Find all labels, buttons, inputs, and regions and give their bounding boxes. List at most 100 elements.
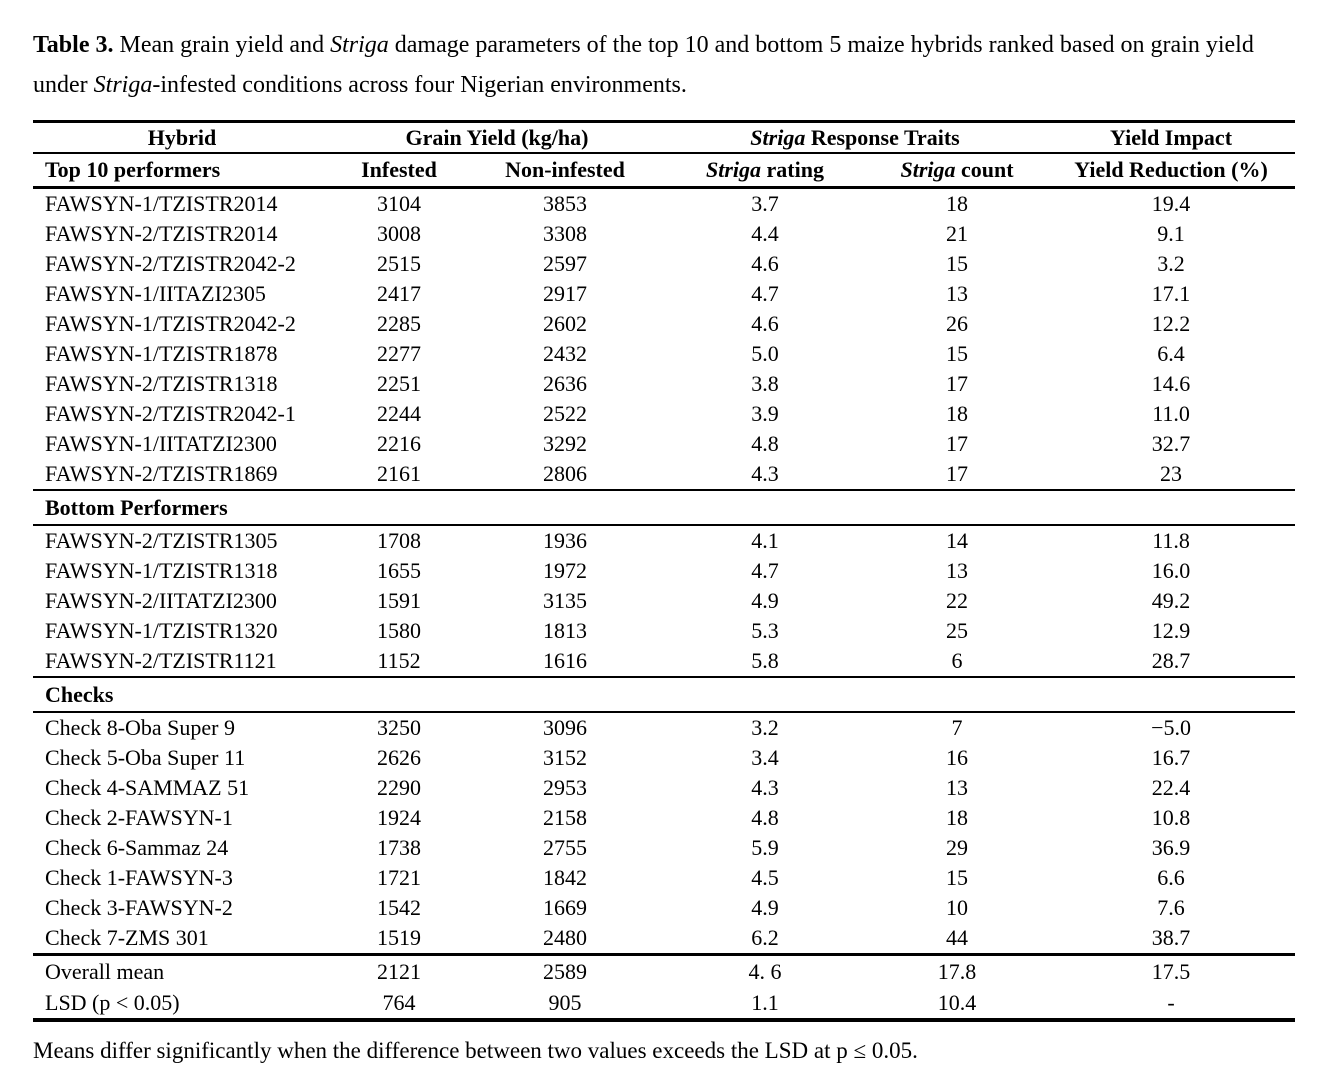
value-cell: 2515 xyxy=(377,251,421,276)
value-cell: 15 xyxy=(946,251,969,276)
value-cell: 2417 xyxy=(377,281,421,306)
value-cell: 6 xyxy=(951,648,963,673)
header-grain-yield: Grain Yield (kg/ha) xyxy=(331,121,664,154)
value-cell: 1519 xyxy=(377,925,421,950)
value-cell: 49.2 xyxy=(1151,588,1191,613)
value-cell: 1655 xyxy=(377,558,421,583)
table-row: FAWSYN-1/IITATZI2300 2216 3292 4.8 17 32.7 xyxy=(33,429,1295,459)
value-cell: 7.6 xyxy=(1157,895,1185,920)
hybrid-name: FAWSYN-2/IITATZI2300 xyxy=(45,588,277,613)
section-row: Bottom Performers xyxy=(33,489,1296,526)
value-cell: 17 xyxy=(946,431,969,456)
value-cell: 4.8 xyxy=(751,431,779,456)
value-cell: 3.7 xyxy=(751,191,779,216)
subheader-striga-count-rest: count xyxy=(955,157,1014,182)
value-cell: 18 xyxy=(946,191,969,216)
table-row: Check 1-FAWSYN-3 1721 1842 4.5 15 6.6 xyxy=(33,863,1295,893)
table-row: FAWSYN-2/TZISTR2042-2 2515 2597 4.6 15 3.2 xyxy=(33,249,1295,279)
value-cell: 4.5 xyxy=(751,865,779,890)
hybrid-name: Check 7-ZMS 301 xyxy=(45,925,209,950)
hybrid-name: Check 1-FAWSYN-3 xyxy=(45,865,233,890)
value-cell: 6.4 xyxy=(1157,341,1185,366)
value-cell: 1580 xyxy=(377,618,421,643)
table-row: FAWSYN-1/TZISTR1320 1580 1813 5.3 25 12.9 xyxy=(33,616,1295,646)
summary-value: 17.5 xyxy=(1047,953,1296,987)
hybrid-name: FAWSYN-1/TZISTR2042-2 xyxy=(45,311,296,336)
hybrid-name: Check 3-FAWSYN-2 xyxy=(45,895,233,920)
value-cell: 38.7 xyxy=(1151,925,1191,950)
value-cell: 17 xyxy=(946,461,969,486)
title-segment: Striga xyxy=(330,32,389,58)
value-cell: 1708 xyxy=(377,528,421,553)
value-cell: 1972 xyxy=(543,558,587,583)
table-summary: Overall mean 2121 2589 4. 6 17.8 17.5 LSD (p <… xyxy=(33,953,1296,1021)
value-cell: 10.8 xyxy=(1151,805,1191,830)
value-cell: 2244 xyxy=(377,401,421,426)
value-cell: 5.8 xyxy=(751,648,779,673)
section-label: Bottom Performers xyxy=(33,489,1296,526)
value-cell: 5.0 xyxy=(751,341,779,366)
value-cell: 4.7 xyxy=(751,558,779,583)
value-cell: 6.2 xyxy=(751,925,779,950)
value-cell: 3.2 xyxy=(1157,251,1185,276)
value-cell: 2161 xyxy=(377,461,421,486)
subheader-infested: Infested xyxy=(331,153,467,189)
value-cell: 17 xyxy=(946,371,969,396)
value-cell: 1738 xyxy=(377,835,421,860)
value-cell: 2290 xyxy=(377,775,421,800)
value-cell: 3853 xyxy=(543,191,587,216)
value-cell: 2636 xyxy=(543,371,587,396)
header-hybrid: Hybrid xyxy=(33,121,331,154)
table-row: FAWSYN-2/TZISTR1305 1708 1936 4.1 14 11.8 xyxy=(33,525,1295,556)
subheader-infested-label: Infested xyxy=(361,157,437,182)
value-cell: 36.9 xyxy=(1151,835,1191,860)
hybrid-name: FAWSYN-2/TZISTR2042-2 xyxy=(45,251,296,276)
subheader-striga-count-italic: Striga xyxy=(900,157,956,182)
table-body: FAWSYN-1/TZISTR2014 3104 3853 3.7 18 19.4 FAWS… xyxy=(33,188,1296,955)
value-cell: 28.7 xyxy=(1151,648,1191,673)
summary-row: Overall mean 2121 2589 4. 6 17.8 17.5 xyxy=(33,953,1296,987)
hybrid-name: FAWSYN-1/TZISTR1318 xyxy=(45,558,278,583)
header-yield-impact: Yield Impact xyxy=(1047,121,1296,154)
value-cell: 21 xyxy=(946,221,969,246)
header-striga-italic: Striga xyxy=(750,124,806,150)
value-cell: 44 xyxy=(946,925,969,950)
value-cell: 1721 xyxy=(377,865,421,890)
hybrid-name: Check 5-Oba Super 11 xyxy=(45,745,246,770)
value-cell: 4.9 xyxy=(751,588,779,613)
value-cell: 16.0 xyxy=(1151,558,1191,583)
value-cell: 2602 xyxy=(543,311,587,336)
table-row: FAWSYN-1/TZISTR1318 1655 1972 4.7 13 16.0 xyxy=(33,556,1295,586)
header-hybrid-label: Hybrid xyxy=(147,124,217,150)
subheader-striga-count: Striga count xyxy=(867,153,1048,189)
hybrid-name: FAWSYN-1/IITAZI2305 xyxy=(45,281,266,306)
title-segment: Mean grain yield and xyxy=(113,32,331,58)
table-row: Check 4-SAMMAZ 51 2290 2953 4.3 13 22.4 xyxy=(33,773,1295,803)
section-row: Checks xyxy=(33,676,1296,713)
header-group-row: Hybrid Grain Yield (kg/ha) Striga Respon… xyxy=(33,121,1296,154)
value-cell: 2597 xyxy=(543,251,587,276)
value-cell: 3292 xyxy=(543,431,587,456)
value-cell: 2953 xyxy=(543,775,587,800)
subheader-non-infested-label: Non-infested xyxy=(505,157,625,182)
summary-value: 17.8 xyxy=(867,953,1048,987)
value-cell: 2158 xyxy=(543,805,587,830)
title-segment: -infested conditions across four Nigeria… xyxy=(152,72,687,98)
value-cell: 2917 xyxy=(543,281,587,306)
table-row: FAWSYN-1/TZISTR2042-2 2285 2602 4.6 26 12.2 xyxy=(33,309,1295,339)
header-yield-impact-label: Yield Impact xyxy=(1110,124,1233,150)
summary-value: 10.4 xyxy=(937,989,977,1015)
subheader-yield-reduction: Yield Reduction (%) xyxy=(1047,153,1296,189)
value-cell: 22.4 xyxy=(1151,775,1191,800)
hybrid-name: FAWSYN-2/TZISTR2014 xyxy=(45,221,278,246)
table-row: FAWSYN-1/TZISTR2014 3104 3853 3.7 18 19.4 xyxy=(33,188,1295,220)
value-cell: 3104 xyxy=(377,191,421,216)
value-cell: 18 xyxy=(946,805,969,830)
value-cell: 25 xyxy=(946,618,969,643)
header-striga-rest: Response Traits xyxy=(805,124,960,150)
value-cell: 3.8 xyxy=(751,371,779,396)
results-table: Hybrid Grain Yield (kg/ha) Striga Respon… xyxy=(33,120,1296,1022)
value-cell: 2216 xyxy=(377,431,421,456)
value-cell: 3.2 xyxy=(751,715,779,740)
table-header: Hybrid Grain Yield (kg/ha) Striga Respon… xyxy=(33,121,1296,189)
